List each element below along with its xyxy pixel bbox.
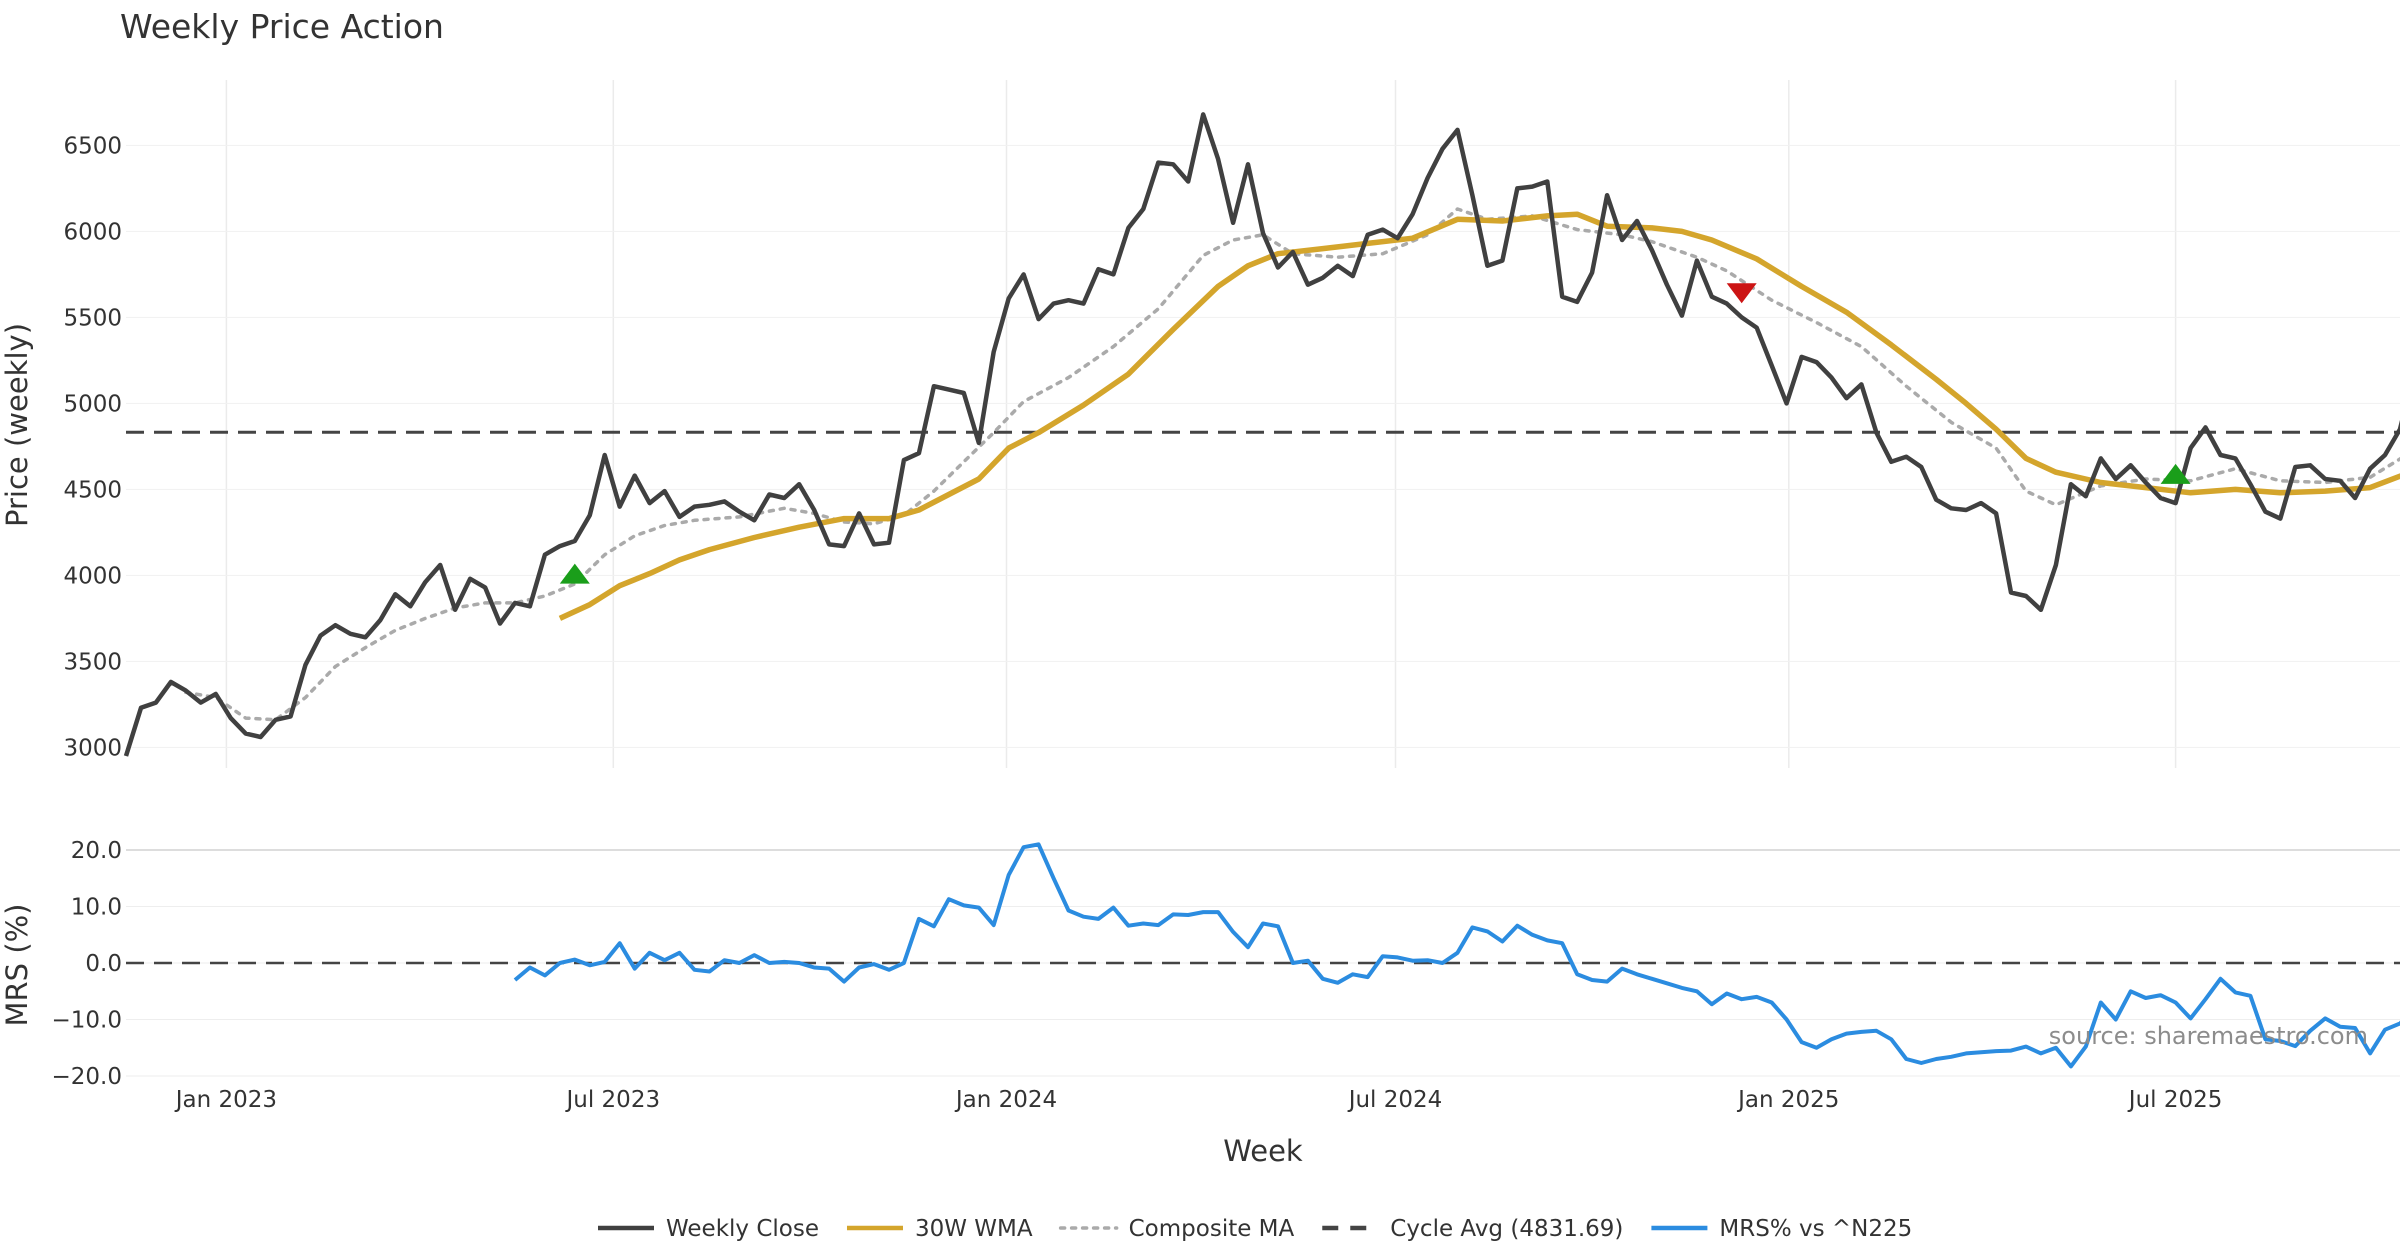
legend-label: 30W WMA	[915, 1216, 1033, 1242]
legend-item: Weekly Close	[598, 1216, 819, 1242]
source-note: source: sharemaestro.com	[2049, 1022, 2368, 1050]
mrs-y-axis: 20.0 10.0 0.0 −10.0 −20.0	[52, 838, 122, 1090]
x-tick-label: Jul 2024	[1347, 1087, 1443, 1113]
chart-title: Weekly Price Action	[120, 7, 444, 46]
x-tick-label: Jul 2023	[564, 1087, 660, 1113]
price-y-tick-label: 3500	[63, 649, 122, 675]
price-y-tick-label: 3000	[63, 735, 122, 761]
price-y-tick-label: 6000	[63, 219, 122, 245]
x-tick-label: Jan 2024	[954, 1087, 1057, 1113]
price-y-tick-label: 6500	[63, 133, 122, 159]
x-tick-label: Jan 2023	[174, 1087, 277, 1113]
mrs-y-tick-label: 20.0	[71, 838, 122, 864]
price-series-group	[123, 112, 2400, 757]
mrs-y-axis-label: MRS (%)	[0, 904, 34, 1027]
price-y-tick-label: 4000	[63, 563, 122, 589]
x-axis: Jan 2023 Jul 2023 Jan 2024 Jul 2024 Jan 2025…	[174, 1087, 2223, 1113]
price-y-tick-label: 5500	[63, 305, 122, 331]
buy-signal-marker	[559, 563, 590, 584]
mrs-y-tick-label: −20.0	[52, 1064, 122, 1090]
legend-label: Weekly Close	[666, 1216, 819, 1242]
legend-item: 30W WMA	[846, 1216, 1033, 1242]
legend-label: Cycle Avg (4831.69)	[1390, 1216, 1623, 1242]
buy-signal-marker	[2160, 463, 2191, 484]
mrs-series-group	[513, 842, 2400, 1069]
mrs-y-tick-label: 10.0	[71, 895, 122, 921]
legend-item: MRS% vs ^N225	[1651, 1216, 1912, 1242]
sell-signal-marker	[1726, 283, 1757, 304]
legend-label: MRS% vs ^N225	[1719, 1216, 1912, 1242]
series-30w-wma	[558, 211, 2400, 621]
price-y-tick-label: 5000	[63, 391, 122, 417]
series-composite-ma	[184, 207, 2400, 722]
legend-label: Composite MA	[1129, 1216, 1295, 1242]
x-tick-label: Jul 2025	[2127, 1087, 2223, 1113]
price-y-axis: 3000 3500 4000 4500 5000 5500 6000 6500	[63, 133, 122, 761]
series-weekly-close	[123, 112, 2400, 757]
x-tick-label: Jan 2025	[1736, 1087, 1839, 1113]
x-axis-label: Week	[1223, 1134, 1303, 1168]
mrs-y-tick-label: 0.0	[85, 951, 122, 977]
price-y-tick-label: 4500	[63, 477, 122, 503]
legend-item: Composite MA	[1058, 1216, 1295, 1242]
legend: Weekly Close 30W WMA Composite MA Cycle Avg…	[598, 1216, 1912, 1242]
legend-item: Cycle Avg (4831.69)	[1322, 1216, 1623, 1242]
price-gridlines	[126, 80, 2400, 768]
series-mrs-vs-n225	[513, 842, 2400, 1069]
signal-markers	[559, 283, 2191, 584]
price-y-axis-label: Price (weekly)	[0, 323, 34, 527]
mrs-y-tick-label: −10.0	[52, 1008, 122, 1034]
